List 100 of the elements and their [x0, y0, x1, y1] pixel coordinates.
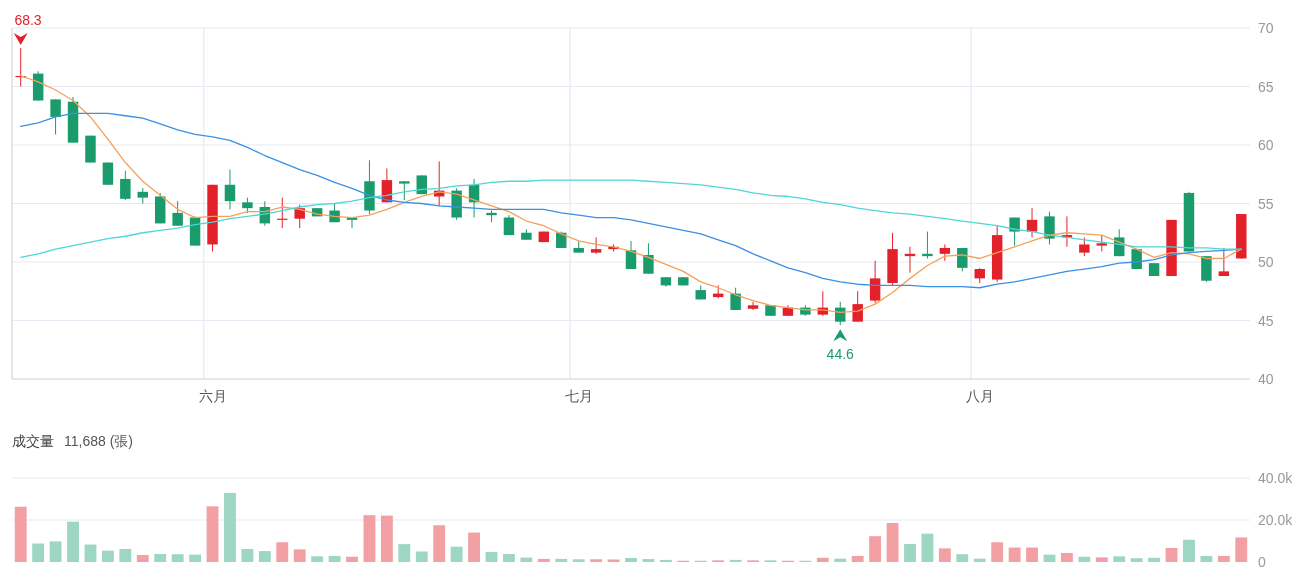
candlestick: [730, 287, 741, 311]
candlestick: [399, 180, 410, 201]
y-tick-label: 45: [1258, 312, 1274, 329]
bar: [189, 554, 202, 562]
bar: [1078, 556, 1091, 562]
bar: [468, 532, 480, 562]
bar: [328, 555, 341, 562]
candlestick: [172, 200, 183, 227]
bar: [659, 559, 672, 562]
bar: [973, 558, 986, 562]
bar: [869, 536, 882, 562]
y-tick-label: 20.0k: [1258, 512, 1294, 528]
bar: [1200, 555, 1213, 562]
bar: [834, 558, 847, 562]
bar: [625, 558, 637, 562]
bar: [1113, 556, 1126, 562]
annotation: 44.6: [826, 346, 855, 363]
candlestick: [852, 290, 863, 323]
y-tick-label: 60: [1258, 137, 1274, 153]
bar: [904, 543, 916, 562]
bar: [503, 554, 515, 562]
bar: [380, 515, 393, 562]
candlestick: [922, 231, 933, 259]
candlestick: [869, 260, 881, 304]
candlestick: [1026, 207, 1038, 238]
bar: [14, 506, 27, 562]
x-tick-label: 七月: [564, 388, 593, 404]
y-tick-label: 40: [1258, 371, 1274, 387]
candlestick: [590, 236, 602, 255]
y-tick-label: 65: [1258, 78, 1274, 95]
chart-title: 成交量: [12, 433, 54, 449]
bar: [258, 551, 271, 562]
y-tick-label: 0: [1258, 554, 1266, 570]
bar: [1235, 537, 1248, 562]
line-series: [20, 179, 1242, 258]
bar: [49, 541, 62, 562]
bar: [171, 554, 184, 562]
bar: [32, 543, 45, 562]
text: 68.3: [14, 11, 42, 28]
y-tick-label: 70: [1258, 20, 1274, 36]
candlestick: [625, 240, 637, 270]
bar: [607, 559, 620, 562]
bar: [1183, 539, 1195, 562]
y-tick-label: 55: [1258, 195, 1274, 212]
chart-subtitle: 11,688 (張): [64, 433, 133, 449]
bar: [67, 521, 79, 562]
bar: [398, 544, 411, 562]
bar: [520, 557, 533, 562]
bar: [938, 548, 951, 562]
bar: [450, 546, 463, 562]
bar: [293, 549, 306, 562]
candlestick: [1009, 217, 1020, 247]
bar: [886, 522, 899, 562]
bar: [119, 548, 132, 562]
bar: [642, 559, 655, 562]
bar: [1008, 547, 1021, 562]
bar: [851, 555, 864, 562]
bar: [921, 533, 934, 562]
bar: [1130, 558, 1143, 562]
bar: [206, 506, 219, 562]
bar: [241, 548, 254, 562]
x-tick-label: 六月: [198, 388, 227, 404]
bar: [485, 551, 498, 562]
bar: [572, 559, 585, 562]
bar: [1060, 552, 1073, 562]
bar: [590, 559, 603, 562]
candlestick: [50, 98, 61, 135]
candlestick: [1044, 211, 1055, 245]
bar: [136, 555, 149, 562]
bar: [224, 492, 236, 562]
bar: [991, 542, 1004, 562]
bar: [1165, 547, 1178, 562]
candlestick: [294, 204, 305, 229]
bar: [415, 551, 428, 562]
bar: [101, 550, 114, 562]
bar: [346, 556, 358, 562]
candlestick: [939, 243, 951, 262]
bar: [956, 554, 969, 562]
candlestick: [224, 169, 236, 210]
candlestick: [747, 301, 759, 311]
bar: [154, 554, 167, 562]
bar: [1148, 557, 1161, 562]
bar: [276, 542, 289, 562]
candlestick: [643, 242, 654, 275]
bar: [84, 544, 97, 562]
bar: [729, 559, 742, 562]
bar: [311, 556, 324, 562]
bar: [1026, 547, 1038, 562]
bar: [816, 557, 829, 562]
bar: [1217, 555, 1230, 562]
bar: [363, 515, 376, 562]
y-tick-label: 40.0k: [1258, 470, 1294, 486]
y-tick-label: 50: [1258, 254, 1274, 270]
x-tick-label: 八月: [965, 388, 994, 404]
bar: [537, 558, 550, 562]
candlestick: [120, 170, 131, 201]
bar: [1095, 557, 1108, 562]
candlestick: [1079, 236, 1090, 257]
bar: [555, 558, 568, 562]
bar: [433, 525, 446, 562]
